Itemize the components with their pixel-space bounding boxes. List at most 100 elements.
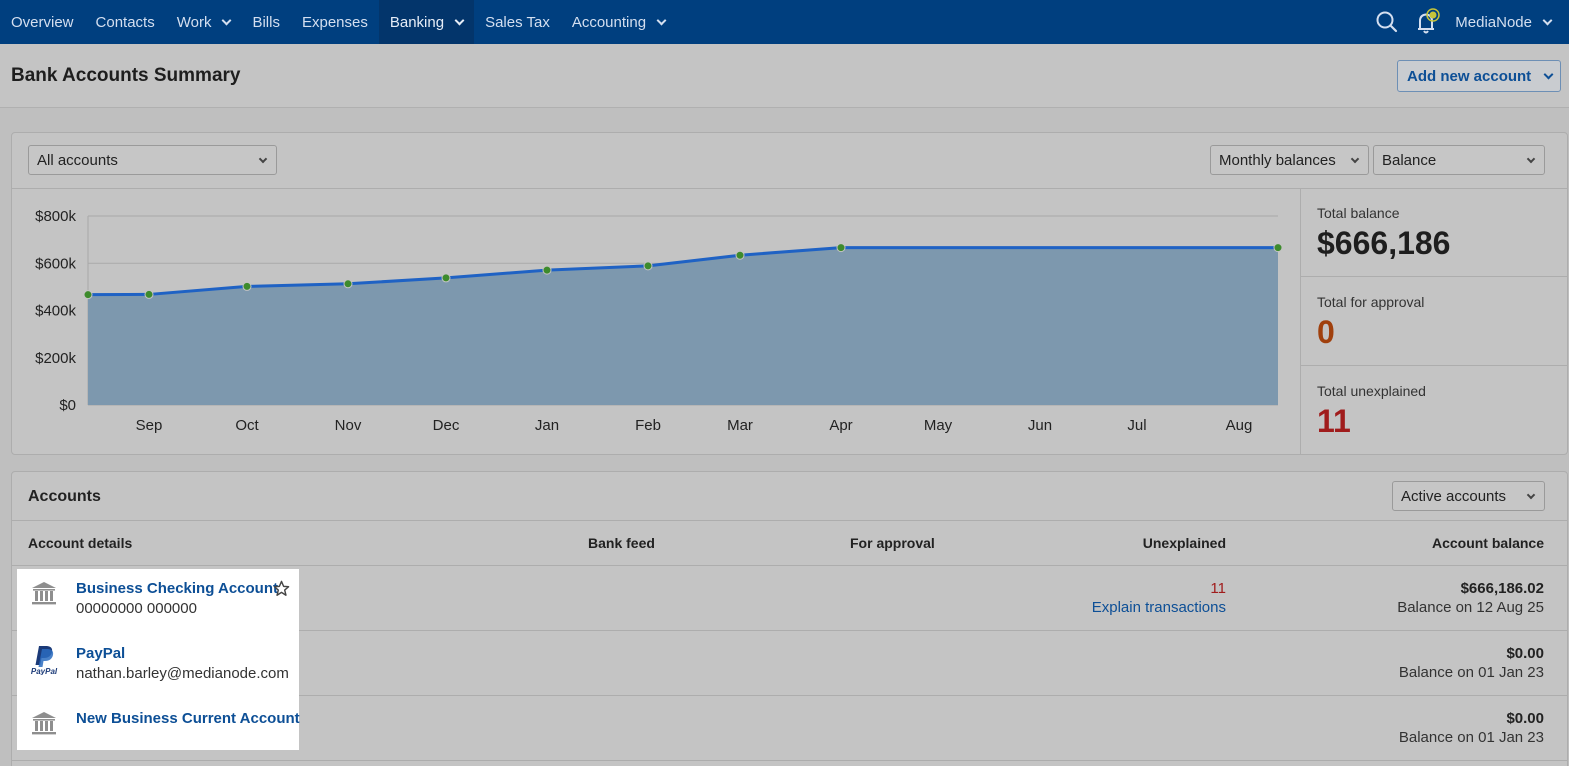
balance-cell: $666,186.02 Balance on 12 Aug 25 (1397, 580, 1544, 616)
account-select[interactable]: All accounts (28, 145, 277, 175)
divider (12, 630, 1567, 631)
nav-label: Contacts (95, 13, 155, 31)
chevron-down-icon (1542, 15, 1553, 25)
explain-transactions-link[interactable]: Explain transactions (1091, 599, 1226, 616)
unexplained-cell: 11 Explain transactions (1092, 580, 1226, 616)
chevron-down-icon (1350, 154, 1360, 164)
y-tick-label: $0 (59, 397, 76, 414)
nav-label: Bills (252, 13, 280, 31)
account-link-paypal[interactable]: PayPal (76, 645, 126, 662)
account-balance: $666,186.02 (1460, 580, 1544, 597)
total-unexplained-label: Total unexplained (1317, 383, 1426, 399)
account-balance: $0.00 (1506, 710, 1544, 727)
nav-item-bills[interactable]: Bills (241, 0, 291, 44)
nav-item-overview[interactable]: Overview (0, 0, 85, 44)
bank-icon (32, 712, 56, 735)
balance-cell: $0.00 Balance on 01 Jan 23 (1399, 645, 1544, 681)
add-new-account-label: Add new account (1407, 67, 1532, 85)
column-header-account-details: Account details (28, 535, 133, 551)
data-point (242, 281, 252, 291)
metric-select[interactable]: Balance (1373, 145, 1545, 175)
user-menu[interactable]: MediaNode (1447, 14, 1569, 31)
add-new-account-button[interactable]: Add new account (1397, 60, 1561, 92)
x-tick-label: Jan (535, 417, 559, 434)
balance-cell: $0.00 Balance on 01 Jan 23 (1399, 710, 1544, 746)
data-point (643, 261, 653, 271)
paypal-icon: PayPal (31, 646, 58, 675)
total-balance-label: Total balance (1317, 205, 1400, 221)
balance-chart: $800k $600k $400k $200k $0 Sep Oct Nov Dec Jan Feb… (12, 188, 1300, 454)
data-point (1273, 243, 1283, 253)
nav-label: Overview (11, 13, 74, 31)
user-name: MediaNode (1455, 13, 1532, 31)
x-tick-label: Apr (829, 417, 852, 434)
data-point (144, 289, 154, 299)
nav-item-banking[interactable]: Banking (378, 0, 475, 44)
account-names-highlight (17, 569, 299, 750)
divider (12, 695, 1567, 696)
x-tick-label: May (924, 417, 953, 434)
total-unexplained-value: 11 (1317, 403, 1351, 439)
metric-select-value: Balance (1382, 151, 1437, 169)
total-approval-label: Total for approval (1317, 294, 1425, 310)
total-balance-value: $666,186 (1317, 225, 1451, 261)
x-tick-label: Jul (1127, 417, 1146, 434)
balance-date: Balance on 01 Jan 23 (1398, 664, 1544, 681)
x-tick-label: Mar (727, 417, 753, 434)
accounts-filter-select[interactable]: Active accounts (1392, 481, 1545, 511)
notification-bell-icon[interactable] (1407, 0, 1447, 44)
data-point (343, 279, 353, 289)
svg-text:PayPal: PayPal (31, 667, 58, 675)
nav-item-work[interactable]: Work (166, 0, 242, 44)
data-point (83, 290, 93, 300)
x-tick-label: Dec (433, 417, 460, 434)
series-line (87, 246, 1278, 297)
chevron-down-icon (258, 154, 268, 164)
period-select-value: Monthly balances (1219, 151, 1336, 169)
column-header-account-balance: Account balance (1431, 535, 1544, 551)
nav-item-sales-tax[interactable]: Sales Tax (474, 0, 561, 44)
y-tick-label: $200k (35, 350, 76, 367)
star-icon[interactable] (273, 580, 290, 597)
balance-chart-svg: $800k $600k $400k $200k $0 Sep Oct Nov Dec Jan Feb… (35, 208, 1283, 434)
nav-right: MediaNode (1367, 0, 1569, 44)
y-tick-label: $400k (35, 303, 76, 320)
column-header-bank-feed: Bank feed (588, 535, 655, 551)
account-link-business-checking[interactable]: Business Checking Account (76, 580, 278, 597)
x-tick-label: Sep (136, 417, 163, 434)
data-point (441, 273, 451, 283)
nav-label: Expenses (301, 13, 368, 31)
account-email: nathan.barley@medianode.com (76, 665, 289, 682)
unexplained-count: 11 (1210, 580, 1226, 597)
x-tick-label: Nov (335, 417, 362, 434)
total-approval-value: 0 (1317, 314, 1335, 350)
balance-date: Balance on 12 Aug 25 (1397, 599, 1544, 616)
nav-label: Work (176, 13, 212, 31)
column-header-unexplained: Unexplained (1142, 535, 1226, 551)
nav-item-contacts[interactable]: Contacts (85, 0, 166, 44)
y-tick-label: $600k (35, 255, 76, 272)
chevron-down-icon (1543, 69, 1554, 79)
account-number: 00000000 000000 (76, 600, 197, 617)
x-tick-label: Feb (635, 417, 661, 434)
nav-label: Sales Tax (485, 13, 550, 31)
period-select[interactable]: Monthly balances (1210, 145, 1369, 175)
chevron-down-icon (656, 15, 667, 25)
divider (12, 760, 1567, 761)
nav-label: Banking (389, 13, 445, 31)
nav-item-expenses[interactable]: Expenses (291, 0, 379, 44)
total-unexplained-stat: Total unexplained 11 (1301, 366, 1568, 455)
chevron-down-icon (1526, 154, 1536, 164)
accounts-filter-value: Active accounts (1401, 487, 1507, 505)
data-point (735, 250, 745, 260)
x-tick-label: Aug (1226, 417, 1253, 434)
divider (12, 188, 1567, 189)
divider (12, 520, 1567, 521)
search-icon[interactable] (1367, 0, 1407, 44)
area-fill (88, 247, 1278, 405)
nav-item-accounting[interactable]: Accounting (561, 0, 676, 44)
account-select-value: All accounts (37, 151, 118, 169)
account-link-new-business-current[interactable]: New Business Current Account (76, 710, 300, 727)
data-point (836, 243, 846, 253)
y-tick-label: $800k (35, 208, 76, 225)
